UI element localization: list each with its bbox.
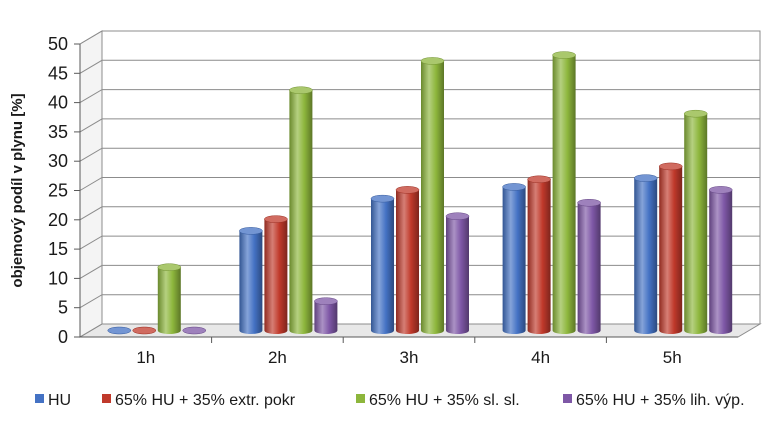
bar-top [577,199,601,207]
bar-top [132,326,157,335]
legend-label: HU [48,392,71,409]
bar-body [157,267,181,334]
y-tick-label: 5 [58,298,68,318]
bar [552,51,576,334]
x-tick-label: 3h [400,348,419,367]
bar-top [708,186,733,194]
y-tick-label: 35 [48,122,68,142]
chart-floor [78,323,762,338]
legend-item: 65% HU + 35% extr. pokr [102,392,296,409]
bar [445,212,470,334]
bar [289,86,313,335]
bar [132,326,157,335]
bar-body [659,166,683,334]
bar-body [684,113,708,335]
bar [182,326,207,335]
bar [239,227,263,334]
bar-top [658,162,683,171]
bar-top [289,86,313,94]
bar-body [709,189,733,334]
gridline [79,147,760,162]
y-tick-label: 50 [48,34,68,54]
bar-top [370,194,395,203]
bar [370,194,395,334]
bar-top [633,174,658,182]
legend-swatch [563,394,572,403]
bar [658,162,683,334]
y-axis-title: objemový podíl v plynu [%] [9,93,26,287]
x-tick-label: 5h [663,348,682,367]
legend-item: 65% HU + 35% lih. výp. [563,392,745,409]
bar-top [264,215,288,223]
legend-label: 65% HU + 35% extr. pokr [115,392,296,409]
bar [157,263,182,334]
bar-body [502,186,526,334]
legend-item: 65% HU + 35% sl. sl. [356,392,520,409]
bar-body [421,60,444,334]
bar-body [527,179,551,334]
y-tick-label: 40 [48,93,68,113]
bar-top [182,326,207,335]
bar-top [239,227,263,235]
bar-top [420,57,445,65]
bar-top [395,186,420,194]
bar-body [634,178,658,334]
bar [683,109,708,335]
x-tick-label: 4h [531,348,550,367]
bar [420,57,445,334]
bar-body [289,90,313,335]
bar-top [552,51,576,59]
bar-top [445,212,470,220]
legend-swatch [356,394,365,403]
bar-body [314,301,338,334]
bar-body [577,202,601,334]
bar-body [371,198,394,334]
legend-swatch [102,394,111,403]
y-tick-label: 45 [48,63,68,83]
bar-top [157,263,182,271]
y-tick-label: 20 [48,210,68,230]
y-tick-label: 25 [48,181,68,201]
bar-body [446,216,469,334]
bar [395,186,420,334]
x-tick-label: 1h [136,348,155,367]
bar [527,175,551,334]
y-tick-label: 15 [48,239,68,259]
bar [502,183,526,334]
bar [577,199,601,334]
legend-item: HU [35,392,71,409]
y-tick-label: 10 [48,268,68,288]
gridline [79,59,760,74]
gridline [79,118,760,133]
bar [708,186,733,334]
legend-label: 65% HU + 35% lih. výp. [576,392,745,409]
bar-top [527,175,551,184]
bar-body [264,219,288,334]
bar-body [552,55,576,334]
bar [264,215,288,334]
bar [107,326,132,335]
bar-body [396,189,419,334]
x-tick-label: 2h [268,348,287,367]
legend-swatch [35,394,44,403]
y-tick-label: 30 [48,151,68,171]
legend-label: 65% HU + 35% sl. sl. [369,392,520,409]
gridline [79,30,760,45]
bar [633,174,658,334]
bar-top [314,297,338,305]
bar-top [683,109,708,118]
y-tick-label: 0 [58,327,68,347]
gridline [79,89,760,104]
bar-body [239,230,263,334]
bar-top [107,326,132,335]
bar [314,297,338,334]
bar-top [502,183,526,191]
